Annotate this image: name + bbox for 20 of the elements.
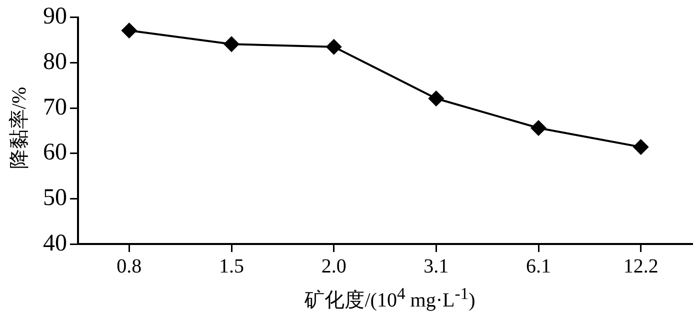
y-tick-label: 40 (43, 230, 67, 256)
y-tick-label: 70 (43, 94, 67, 120)
point (530, 120, 546, 136)
y-tick-label: 80 (43, 49, 67, 76)
x-tick-label: 2.0 (321, 255, 346, 278)
point (326, 38, 342, 55)
x-tick-label: 3.1 (424, 255, 449, 278)
point (632, 139, 649, 156)
x-tick-label: 6.1 (526, 255, 551, 278)
point (428, 90, 444, 107)
point (121, 22, 138, 39)
x-tick-label: 12.2 (623, 255, 658, 278)
y-axis-title: 降黏率/% (8, 86, 32, 170)
x-tick-label: 0.8 (116, 255, 142, 278)
y-tick-label: 60 (43, 140, 67, 166)
x-axis-title: 矿化度/(10$^{4}$ mg·L$^{-1}$) (304, 284, 476, 314)
point (224, 36, 240, 52)
x-tick-label: 1.5 (219, 255, 244, 278)
y-tick-label: 50 (43, 184, 67, 211)
y-tick-label: 90 (43, 4, 67, 30)
